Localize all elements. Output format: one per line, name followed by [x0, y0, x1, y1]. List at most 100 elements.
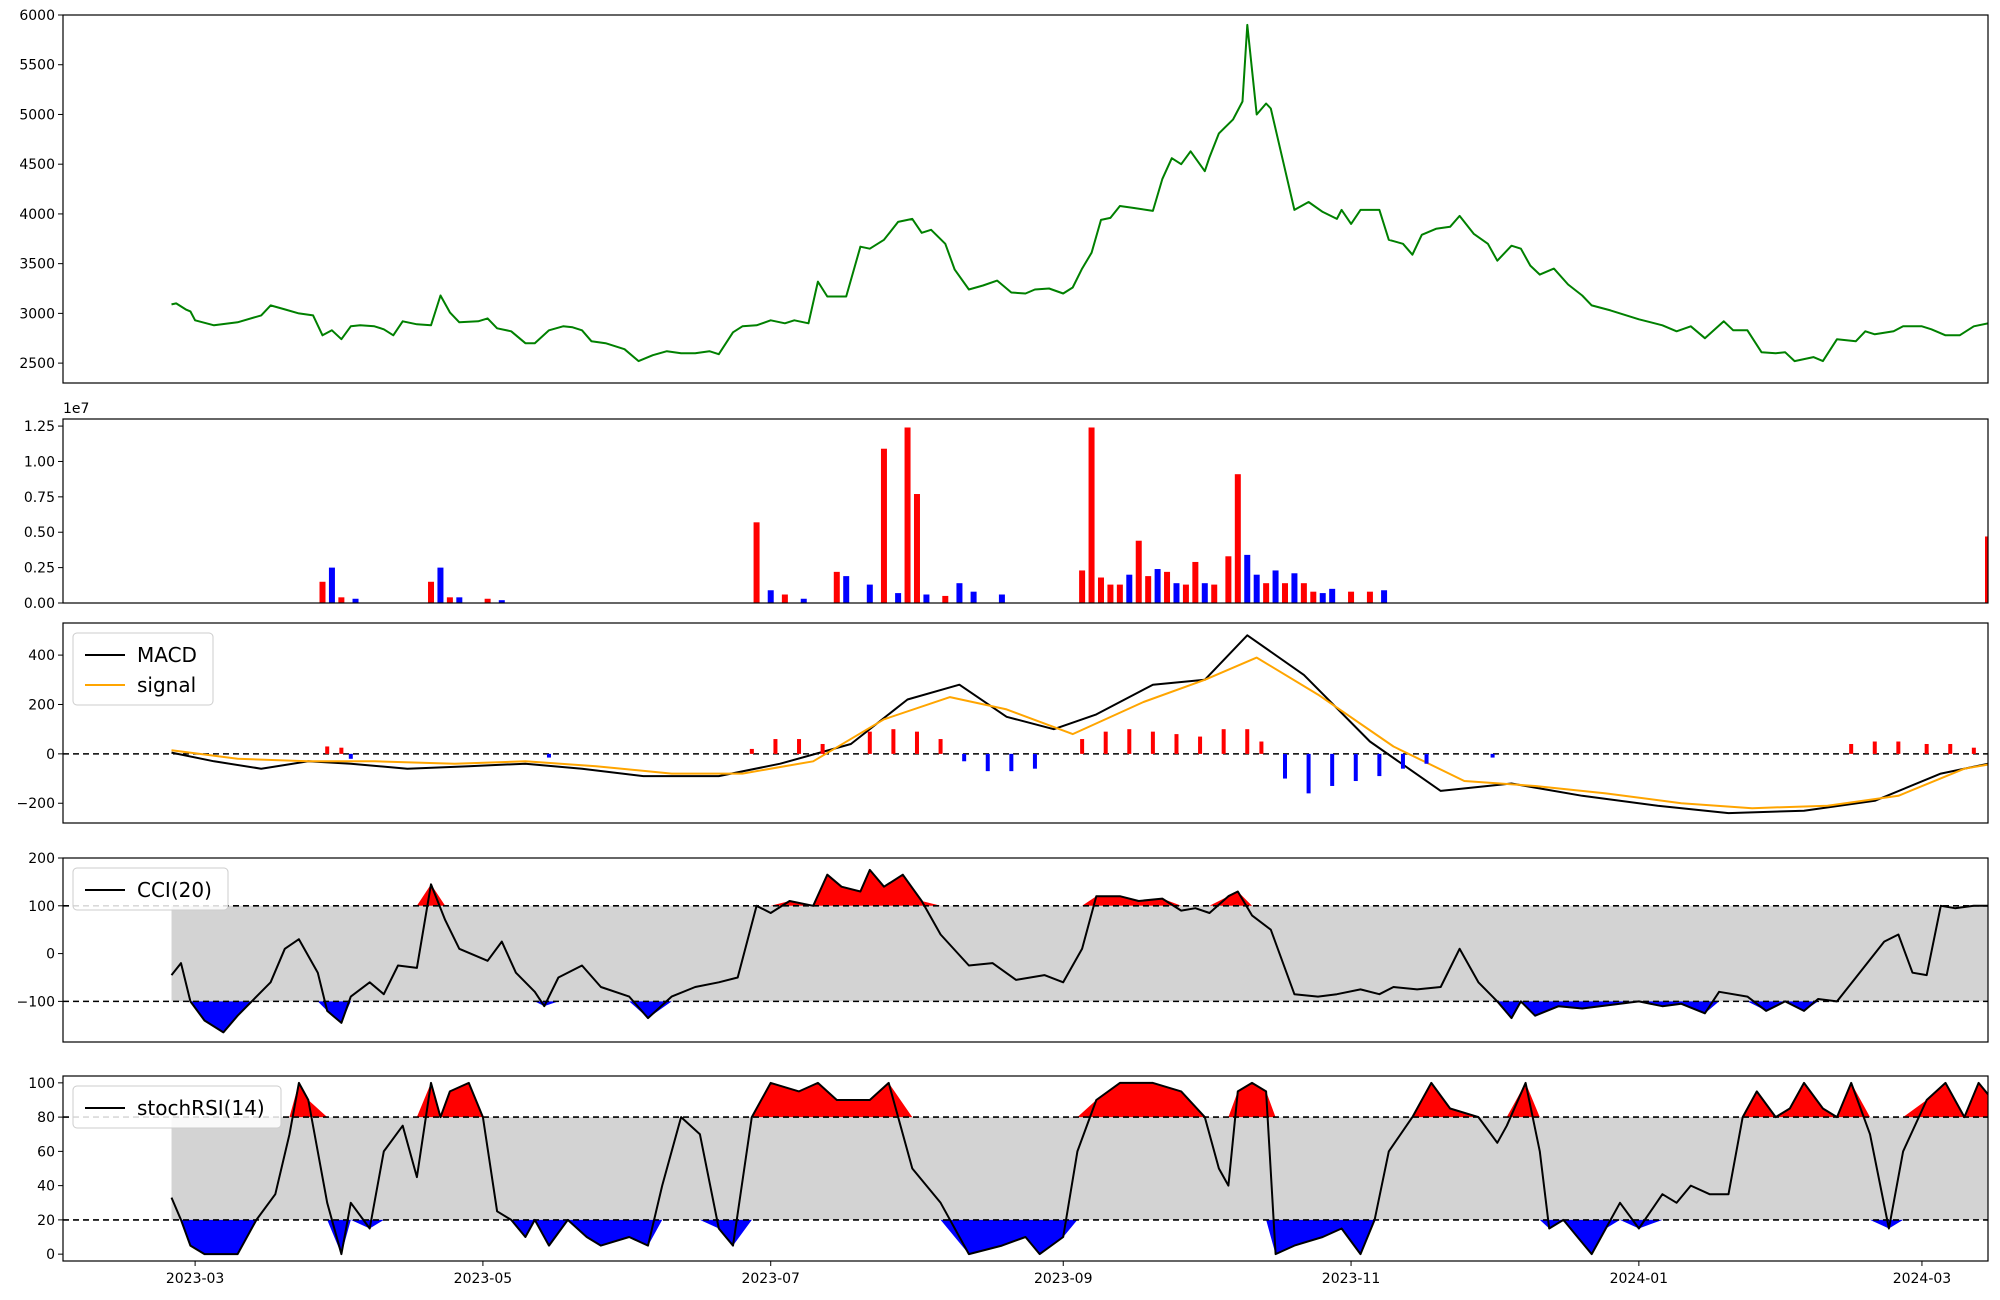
y-tick-label: 2500: [19, 356, 55, 372]
volume-bar: [895, 593, 902, 603]
macd-histogram-bar: [1009, 753, 1014, 772]
legend-label: MACD: [137, 643, 197, 667]
chart-panels: 250030003500400045005000550060000.000.25…: [17, 8, 1989, 1287]
macd-histogram-bar: [1424, 753, 1429, 764]
macd-line: [171, 634, 1988, 815]
macd-plot-area: [63, 634, 1988, 815]
y-tick-label: 0: [46, 1247, 55, 1263]
macd-histogram-bar: [1896, 741, 1901, 754]
macd-histogram-bar: [797, 739, 802, 754]
y-tick-label: 1.00: [24, 454, 55, 470]
volume-bar: [1154, 569, 1161, 603]
y-tick-label: 20: [37, 1213, 55, 1229]
volume-bar: [904, 427, 911, 603]
y-tick-label: 3500: [19, 257, 55, 273]
volume-bar: [319, 581, 326, 603]
stochrsi-frame: [62, 1075, 1989, 1262]
volume-bar: [753, 522, 760, 603]
macd-histogram-bar: [546, 753, 551, 758]
macd-histogram-bar: [1103, 731, 1108, 754]
y-tick-label: 5500: [19, 58, 55, 74]
volume-bar: [1272, 570, 1279, 603]
volume-bar: [1211, 584, 1218, 603]
macd-histogram-bar: [1282, 753, 1287, 779]
y-tick-label: 0.25: [24, 561, 55, 577]
macd-histogram-bar: [1330, 753, 1335, 786]
volume-bar: [781, 594, 788, 603]
macd-histogram-bar: [914, 731, 919, 754]
macd-histogram-bar: [1490, 753, 1495, 758]
stochrsi-plot-area: [63, 1081, 1988, 1256]
volume-bar: [1145, 576, 1152, 603]
volume-bar: [767, 590, 774, 603]
macd-histogram-bar: [962, 753, 967, 762]
x-tick-label: 2023-07: [741, 1271, 800, 1287]
volume-bar: [1348, 591, 1355, 603]
price-plot-area: [171, 23, 1988, 363]
price-line: [171, 23, 1988, 363]
oversold-fill: [171, 1001, 1988, 1033]
y-tick-label: 400: [28, 648, 55, 664]
macd-histogram-bar: [1127, 729, 1132, 754]
volume-bar: [1192, 561, 1199, 603]
x-tick-label: 2023-03: [166, 1271, 225, 1287]
macd-histogram-bar: [1377, 753, 1382, 777]
volume-plot-area: [319, 427, 1988, 603]
macd-histogram-bar: [1245, 729, 1250, 754]
stochrsi-legend: stochRSI(14): [72, 1085, 282, 1129]
macd-histogram-bar: [325, 746, 330, 754]
cci-20-line: [170, 868, 1988, 1034]
volume-bar: [1253, 574, 1260, 603]
volume-bar: [866, 584, 873, 603]
y-tick-label: 100: [28, 1076, 55, 1092]
y-tick-label: 200: [28, 697, 55, 713]
macd-histogram-bar: [1306, 753, 1311, 794]
volume-frame: [62, 418, 1989, 604]
macd-histogram-bar: [749, 748, 754, 754]
y-tick-label: 0.50: [24, 525, 55, 541]
volume-bar: [1173, 583, 1180, 603]
macd-histogram-bar: [1400, 753, 1405, 769]
volume-bar: [843, 576, 850, 603]
macd-histogram-bar: [820, 743, 825, 754]
volume-bar: [1097, 577, 1104, 603]
volume-bar: [1126, 574, 1133, 603]
y-tick-label: 6000: [19, 8, 55, 24]
volume-bar: [1182, 584, 1189, 603]
volume-bar: [484, 598, 491, 603]
y-tick-label: 1.25: [24, 419, 55, 435]
legend-label: stochRSI(14): [137, 1096, 265, 1120]
y-tick-label: −100: [17, 994, 55, 1010]
volume-bar: [1381, 590, 1388, 603]
y-tick-label: 100: [28, 899, 55, 915]
volume-bar: [1244, 554, 1251, 603]
y-tick-label: 0: [46, 947, 55, 963]
macd-panel: −200 0 200 400 MACD signal: [17, 622, 1989, 824]
y-tick-label: 80: [37, 1110, 55, 1126]
macd-histogram-bar: [891, 729, 896, 754]
macd-histogram-bar: [1849, 743, 1854, 754]
legend-label: signal: [137, 673, 196, 697]
macd-histogram-bar: [985, 753, 990, 772]
macd-histogram-bar: [1198, 736, 1203, 754]
volume-bar: [1329, 588, 1336, 603]
macd-histogram-bar: [773, 739, 778, 754]
price-frame: [62, 14, 1989, 384]
cci-frame: [62, 857, 1989, 1043]
volume-bar: [1164, 571, 1171, 603]
volume-bar: [446, 597, 453, 603]
volume-bar: [1079, 570, 1086, 603]
x-tick-label: 2023-05: [454, 1271, 513, 1287]
y-tick-label: 60: [37, 1144, 55, 1160]
volume-bar: [1985, 536, 1988, 603]
macd-histogram-bar: [1080, 739, 1085, 754]
y-tick-label: 0.00: [24, 596, 55, 612]
volume-bar: [498, 600, 505, 603]
volume-bar: [970, 591, 977, 603]
volume-bar: [1291, 573, 1298, 603]
macd-histogram-bar: [938, 739, 943, 754]
volume-bar: [428, 581, 435, 603]
cci-plot-area: [63, 868, 1988, 1034]
volume-bar: [1201, 583, 1208, 603]
